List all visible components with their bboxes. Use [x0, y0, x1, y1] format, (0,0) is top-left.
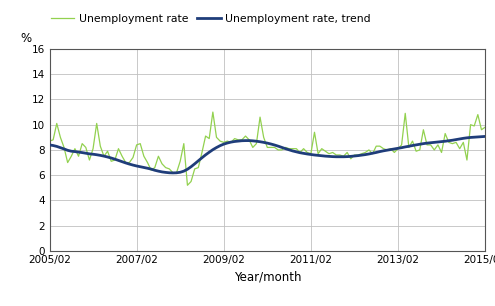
- Unemployment rate: [460, 140, 466, 144]
- Unemployment rate: [210, 110, 216, 114]
- Unemployment rate, trend: [90, 152, 96, 156]
- X-axis label: Year/month: Year/month: [234, 271, 301, 284]
- Unemployment rate: [326, 152, 332, 155]
- Unemployment rate, trend: [344, 155, 350, 159]
- Unemployment rate, trend: [148, 167, 154, 171]
- Unemployment rate: [90, 147, 96, 151]
- Unemployment rate, trend: [457, 137, 463, 141]
- Legend: Unemployment rate, Unemployment rate, trend: Unemployment rate, Unemployment rate, tr…: [46, 10, 375, 29]
- Unemployment rate, trend: [482, 135, 488, 138]
- Unemployment rate, trend: [235, 139, 241, 143]
- Unemployment rate: [47, 139, 52, 143]
- Unemployment rate, trend: [170, 171, 176, 175]
- Line: Unemployment rate, trend: Unemployment rate, trend: [50, 136, 485, 173]
- Line: Unemployment rate: Unemployment rate: [50, 112, 485, 185]
- Y-axis label: %: %: [20, 32, 31, 45]
- Unemployment rate: [482, 125, 488, 129]
- Unemployment rate, trend: [47, 143, 52, 147]
- Unemployment rate: [148, 168, 154, 172]
- Unemployment rate: [185, 183, 191, 187]
- Unemployment rate: [239, 138, 245, 142]
- Unemployment rate, trend: [322, 154, 328, 158]
- Unemployment rate: [348, 157, 354, 161]
